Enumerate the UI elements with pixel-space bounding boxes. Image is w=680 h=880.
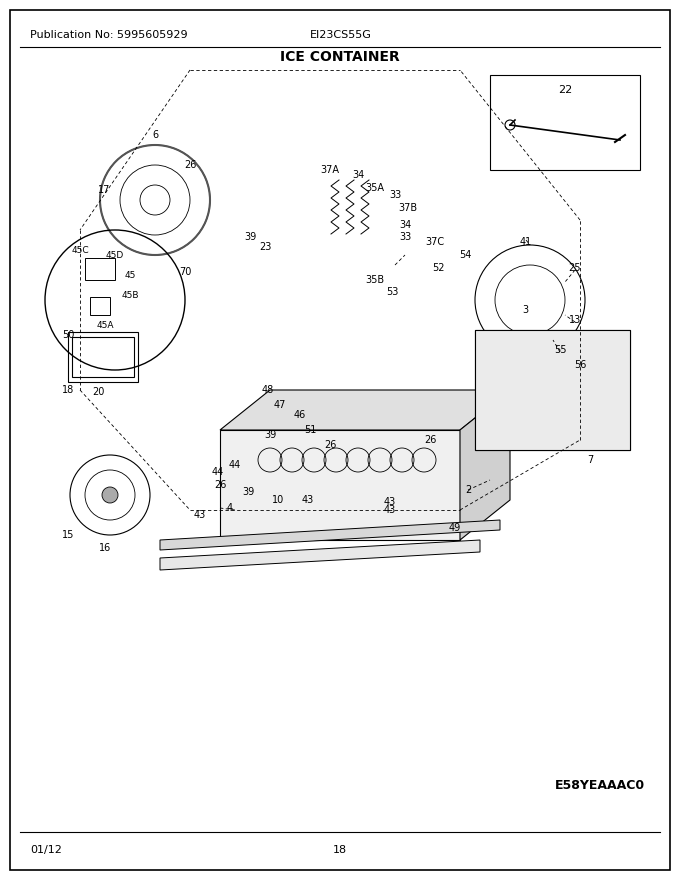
Text: 56: 56 — [574, 360, 586, 370]
Text: 46: 46 — [294, 410, 306, 420]
Text: 45A: 45A — [97, 320, 114, 329]
Text: 26: 26 — [214, 480, 226, 490]
Text: 01/12: 01/12 — [30, 845, 62, 855]
Bar — [68, 332, 138, 382]
Bar — [90, 297, 110, 315]
Text: 20: 20 — [92, 387, 104, 397]
Text: 34: 34 — [352, 170, 364, 180]
Text: 2: 2 — [465, 485, 471, 495]
Text: 45C: 45C — [71, 246, 89, 254]
Polygon shape — [160, 520, 500, 550]
Bar — [475, 330, 630, 450]
Text: 43: 43 — [302, 495, 314, 505]
Polygon shape — [220, 390, 510, 430]
Text: 15: 15 — [62, 530, 74, 540]
Text: 43: 43 — [384, 497, 396, 507]
Text: 55: 55 — [554, 345, 566, 355]
Text: E58YEAAAC0: E58YEAAAC0 — [555, 779, 645, 791]
Text: 3: 3 — [522, 305, 528, 315]
Text: 26: 26 — [184, 160, 197, 170]
Text: 53: 53 — [386, 287, 398, 297]
Text: 33: 33 — [389, 190, 401, 200]
Text: 26: 26 — [424, 435, 436, 445]
Text: 13: 13 — [569, 315, 581, 325]
Text: 43: 43 — [384, 505, 396, 515]
Text: 70: 70 — [179, 267, 191, 277]
Bar — [72, 337, 134, 377]
Text: 6: 6 — [152, 130, 158, 140]
Polygon shape — [460, 390, 510, 540]
Text: 37B: 37B — [398, 203, 418, 213]
Circle shape — [102, 487, 118, 503]
Text: 45D: 45D — [106, 251, 124, 260]
Text: ICE CONTAINER: ICE CONTAINER — [280, 50, 400, 64]
Text: 37A: 37A — [320, 165, 339, 175]
Text: 43: 43 — [194, 510, 206, 520]
Text: 26: 26 — [324, 440, 336, 450]
Text: 52: 52 — [432, 263, 444, 273]
Text: 39: 39 — [264, 430, 276, 440]
Text: 45: 45 — [124, 270, 136, 280]
Text: 4: 4 — [227, 503, 233, 513]
Text: 33: 33 — [399, 232, 411, 242]
Text: 17: 17 — [98, 185, 110, 195]
Text: 25: 25 — [568, 263, 581, 273]
Text: 35A: 35A — [365, 183, 384, 193]
Text: 49: 49 — [449, 523, 461, 533]
Polygon shape — [220, 430, 460, 540]
Text: 39: 39 — [242, 487, 254, 497]
Text: Publication No: 5995605929: Publication No: 5995605929 — [30, 30, 188, 40]
Bar — [490, 75, 640, 170]
Polygon shape — [475, 330, 630, 450]
Polygon shape — [160, 540, 480, 570]
Text: 34: 34 — [399, 220, 411, 230]
Text: 45B: 45B — [121, 290, 139, 299]
Text: 37C: 37C — [426, 237, 445, 247]
Text: 18: 18 — [333, 845, 347, 855]
Text: 41: 41 — [520, 237, 532, 247]
Text: 16: 16 — [99, 543, 111, 553]
Text: 47: 47 — [274, 400, 286, 410]
Text: 51: 51 — [304, 425, 316, 435]
Text: 54: 54 — [459, 250, 471, 260]
Text: 7: 7 — [587, 455, 593, 465]
Text: 50: 50 — [62, 330, 74, 340]
Text: 18: 18 — [62, 385, 74, 395]
Text: 39: 39 — [244, 232, 256, 242]
Text: 23: 23 — [259, 242, 271, 252]
Text: 48: 48 — [262, 385, 274, 395]
Text: 44: 44 — [229, 460, 241, 470]
Text: 44: 44 — [212, 467, 224, 477]
Bar — [85, 258, 115, 280]
Text: EI23CS55G: EI23CS55G — [310, 30, 372, 40]
Text: 35B: 35B — [365, 275, 385, 285]
Text: 22: 22 — [558, 85, 572, 95]
Text: 10: 10 — [272, 495, 284, 505]
